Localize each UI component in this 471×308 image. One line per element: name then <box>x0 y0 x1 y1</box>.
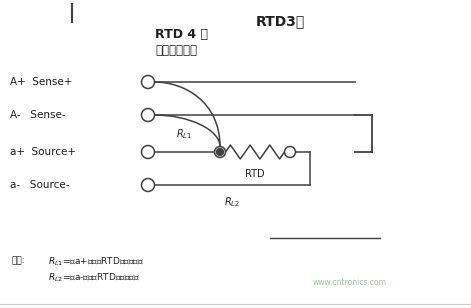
Text: a-   Source-: a- Source- <box>10 180 70 190</box>
Text: a+  Source+: a+ Source+ <box>10 147 76 157</box>
Circle shape <box>284 147 295 157</box>
Circle shape <box>141 108 154 121</box>
Text: $R_{L2}$=从a-端子到RTD的导线电阻: $R_{L2}$=从a-端子到RTD的导线电阻 <box>48 272 140 285</box>
Circle shape <box>141 145 154 159</box>
Text: $R_{L2}$: $R_{L2}$ <box>224 195 240 209</box>
Text: （精度最高）: （精度最高） <box>155 44 197 57</box>
Text: $R_{L1}$=从a+端子到RTD的导线电阻: $R_{L1}$=从a+端子到RTD的导线电阻 <box>48 256 144 269</box>
Circle shape <box>214 147 226 157</box>
Circle shape <box>141 75 154 88</box>
Text: 注意:: 注意: <box>12 256 25 265</box>
Text: RTD3线: RTD3线 <box>255 14 305 28</box>
Text: A+  Sense+: A+ Sense+ <box>10 77 73 87</box>
Text: www.cntronics.com: www.cntronics.com <box>313 278 387 287</box>
Text: RTD 4 线: RTD 4 线 <box>155 28 208 41</box>
Circle shape <box>141 179 154 192</box>
Circle shape <box>217 148 224 156</box>
Text: A-   Sense-: A- Sense- <box>10 110 65 120</box>
Text: $R_{L1}$: $R_{L1}$ <box>177 127 193 141</box>
Text: RTD: RTD <box>245 169 265 179</box>
